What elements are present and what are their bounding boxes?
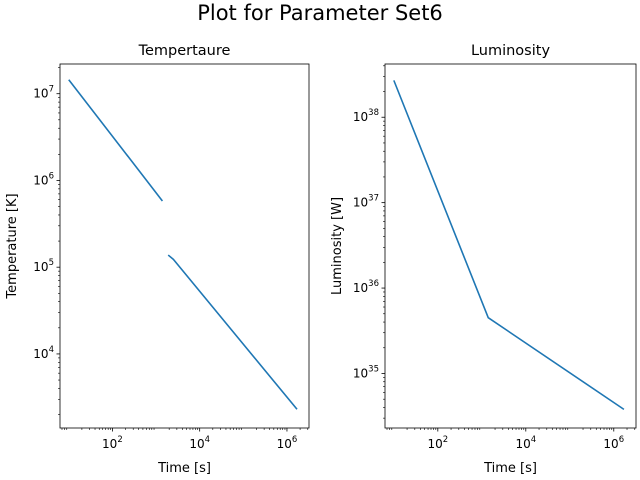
chart-1: 102 104 106 1035 1036 1037 1038 Luminosity Time … — [330, 43, 637, 476]
chart-0-y-tick-label: 106 — [33, 171, 54, 187]
chart-1-axes-frame — [384, 63, 637, 429]
chart-1-y-tick-label: 1038 — [353, 108, 379, 124]
chart-1-y-tick-label: 1036 — [353, 279, 379, 295]
chart-0-title: Tempertaure — [138, 43, 231, 59]
chart-0-x-tick-label: 102 — [102, 435, 123, 451]
chart-0-y-tick-label: 105 — [33, 258, 54, 274]
chart-0-y-tick-label: 104 — [33, 345, 54, 361]
chart-0-x-tick-label: 106 — [277, 435, 298, 451]
chart-0-series-line — [68, 79, 164, 202]
chart-0-axes-frame — [59, 63, 310, 429]
chart-1-title: Luminosity — [471, 43, 550, 59]
chart-1-x-axis-label: Time [s] — [483, 461, 537, 476]
chart-1-y-axis-label: Luminosity [W] — [330, 197, 345, 295]
figure-title: Plot for Parameter Set6 — [197, 1, 443, 25]
chart-1-y-tick-label: 1037 — [353, 194, 379, 210]
chart-1-x-tick-label: 102 — [427, 435, 448, 451]
chart-0-x-axis-label: Time [s] — [157, 461, 211, 476]
chart-0: 102 104 106 104 105 106 107 Tempertaure Time [s]… — [5, 43, 310, 476]
chart-0-x-tick-label: 104 — [189, 435, 210, 451]
chart-0-y-tick-label: 107 — [33, 85, 54, 101]
chart-1-series-line — [393, 80, 625, 411]
chart-1-y-tick-label: 1035 — [353, 364, 379, 380]
chart-0-y-axis-label: Temperature [K] — [5, 193, 20, 299]
chart-1-x-tick-label: 104 — [515, 435, 536, 451]
chart-1-x-tick-label: 106 — [603, 435, 624, 451]
chart-0-series-line — [167, 254, 298, 410]
